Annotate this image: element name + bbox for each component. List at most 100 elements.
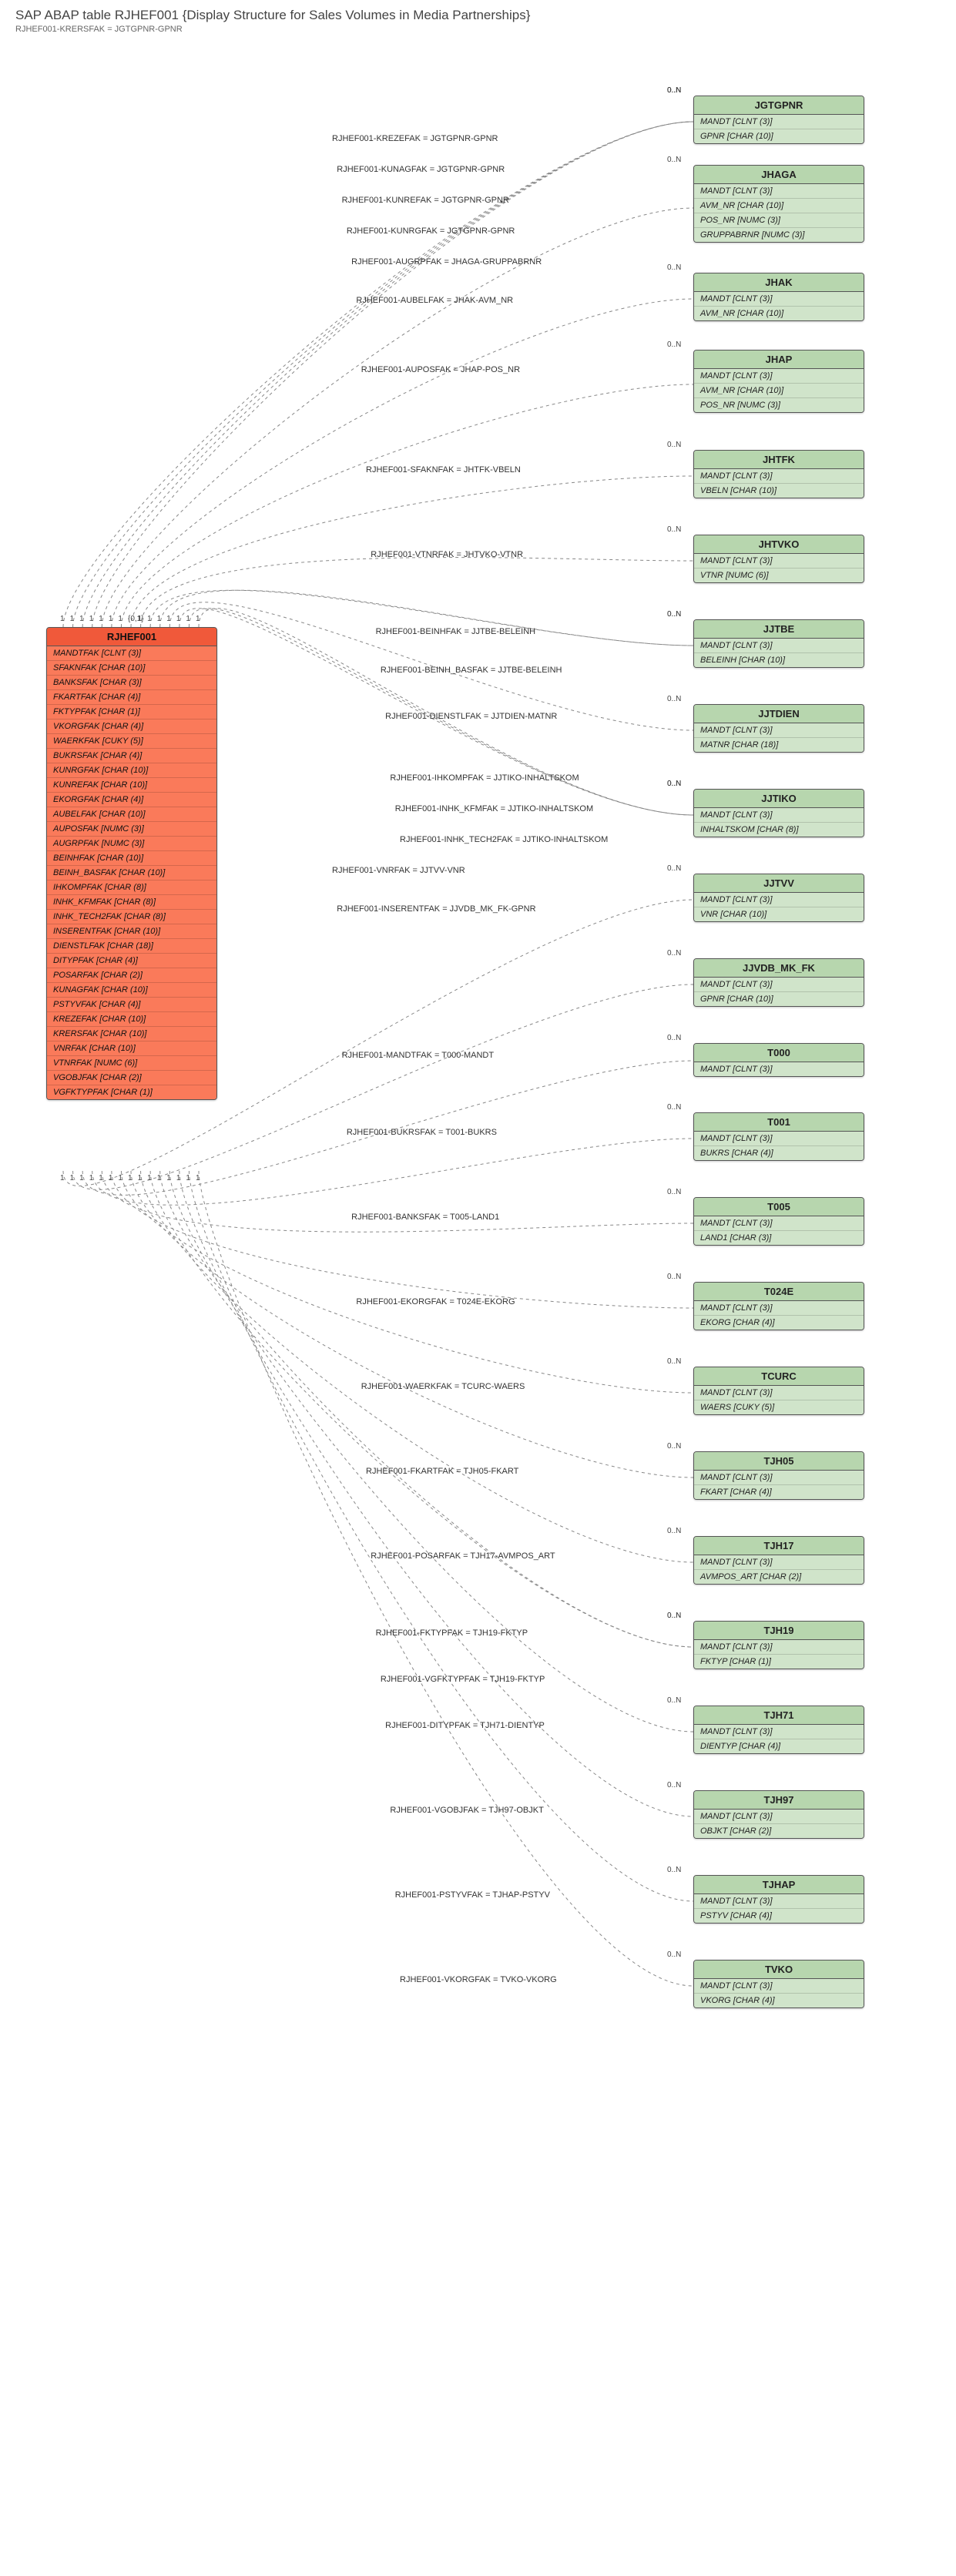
entity-t005: T005MANDT [CLNT (3)]LAND1 [CHAR (3)] [693,1197,864,1246]
entity-field: MANDT [CLNT (3)] [694,1301,864,1316]
entity-field: MANDT [CLNT (3)] [694,292,864,307]
entity-header: TJH17 [694,1537,864,1555]
edge-label: RJHEF001-WAERKFAK = TCURC-WAERS [361,1382,525,1391]
cardinality-src: 1 [138,1174,143,1182]
entity-header: JHAGA [694,166,864,184]
cardinality-src: 1 [186,615,190,623]
cardinality-src: 1 [157,615,162,623]
cardinality-src: 1 [196,615,200,623]
entity-tjh17: TJH17MANDT [CLNT (3)]AVMPOS_ART [CHAR (2… [693,1536,864,1585]
cardinality-src: 1 [89,615,94,623]
entity-field: POS_NR [NUMC (3)] [694,398,864,412]
edge-label: RJHEF001-PSTYVFAK = TJHAP-PSTYV [395,1890,550,1900]
entity-field: MANDT [CLNT (3)] [694,369,864,384]
cardinality-dst: 0..N [667,86,681,95]
cardinality-dst: 0..N [667,1188,681,1196]
entity-field: DIENTYP [CHAR (4)] [694,1739,864,1753]
entity-header: JHTVKO [694,535,864,554]
entity-field: MANDT [CLNT (3)] [694,1062,864,1076]
entity-field: VTNR [NUMC (6)] [694,569,864,582]
edge-label: RJHEF001-KUNREFAK = JGTGPNR-GPNR [342,196,509,205]
entity-header: JJTIKO [694,790,864,808]
edge-label: RJHEF001-FKARTFAK = TJH05-FKART [366,1467,518,1476]
edge-label: RJHEF001-VKORGFAK = TVKO-VKORG [400,1975,557,1984]
entity-field: MANDT [CLNT (3)] [694,1216,864,1231]
entity-field: MANDT [CLNT (3)] [694,893,864,907]
entity-header: JGTGPNR [694,96,864,115]
entity-header: TVKO [694,1961,864,1979]
entity-field: INHK_KFMFAK [CHAR (8)] [47,895,216,910]
cardinality-src: 1 [186,1174,190,1182]
entity-field: DITYPFAK [CHAR (4)] [47,954,216,968]
entity-field: AUBELFAK [CHAR (10)] [47,807,216,822]
entity-header: JHAK [694,273,864,292]
cardinality-src: 1 [128,1174,132,1182]
cardinality-src: 1 [79,1174,84,1182]
edge-label: RJHEF001-BEINHFAK = JJTBE-BELEINH [376,627,536,636]
edge-label: RJHEF001-VGOBJFAK = TJH97-OBJKT [390,1806,543,1815]
cardinality-src: 1 [60,615,65,623]
cardinality-dst: 0..N [667,525,681,534]
entity-field: MANDTFAK [CLNT (3)] [47,646,216,661]
edge-label: RJHEF001-AUGRPFAK = JHAGA-GRUPPABRNR [351,257,542,267]
entity-field: WAERKFAK [CUKY (5)] [47,734,216,749]
edge-label: RJHEF001-MANDTFAK = T000-MANDT [342,1051,495,1060]
edge-label: RJHEF001-VNRFAK = JJTVV-VNR [332,866,465,875]
entity-field: BUKRS [CHAR (4)] [694,1146,864,1160]
entity-tvko: TVKOMANDT [CLNT (3)]VKORG [CHAR (4)] [693,1960,864,2008]
entity-field: KREZEFAK [CHAR (10)] [47,1012,216,1027]
entity-field: MANDT [CLNT (3)] [694,1132,864,1146]
cardinality-src: 1 [99,1174,103,1182]
entity-field: WAERS [CUKY (5)] [694,1400,864,1414]
edge-label: RJHEF001-IHKOMPFAK = JJTIKO-INHALTSKOM [390,773,579,783]
entity-field: EKORG [CHAR (4)] [694,1316,864,1330]
entity-field: DIENSTLFAK [CHAR (18)] [47,939,216,954]
page-title: SAP ABAP table RJHEF001 {Display Structu… [0,0,956,25]
edge-label: RJHEF001-AUPOSFAK = JHAP-POS_NR [361,365,520,374]
entity-field: AVM_NR [CHAR (10)] [694,199,864,213]
entity-field: AVMPOS_ART [CHAR (2)] [694,1570,864,1584]
edge-label: RJHEF001-BANKSFAK = T005-LAND1 [351,1213,499,1222]
entity-jhtfk: JHTFKMANDT [CLNT (3)]VBELN [CHAR (10)] [693,450,864,498]
edge-label: RJHEF001-INHK_TECH2FAK = JJTIKO-INHALTSK… [400,835,608,844]
entity-field: GRUPPABRNR [NUMC (3)] [694,228,864,242]
cardinality-src: 1 [109,615,113,623]
edge-label: RJHEF001-INSERENTFAK = JJVDB_MK_FK-GPNR [337,904,535,914]
edge-label: RJHEF001-VTNRFAK = JHTVKO-VTNR [371,550,523,559]
cardinality-dst: 0..N [667,263,681,272]
cardinality-src: 1 [70,1174,75,1182]
edge-label: RJHEF001-KUNRGFAK = JGTGPNR-GPNR [347,226,515,236]
entity-field: BEINH_BASFAK [CHAR (10)] [47,866,216,880]
entity-field: AUPOSFAK [NUMC (3)] [47,822,216,837]
entity-header: JJTBE [694,620,864,639]
entity-field: MANDT [CLNT (3)] [694,1640,864,1655]
cardinality-src: 1 [176,1174,181,1182]
entity-field: MANDT [CLNT (3)] [694,1386,864,1400]
entity-header: T001 [694,1113,864,1132]
entity-field: SFAKNFAK [CHAR (10)] [47,661,216,676]
edge-label: RJHEF001-DIENSTLFAK = JJTDIEN-MATNR [385,712,557,721]
entity-header: TJHAP [694,1876,864,1894]
entity-field: PSTYV [CHAR (4)] [694,1909,864,1923]
entity-field: AUGRPFAK [NUMC (3)] [47,837,216,851]
entity-field: MANDT [CLNT (3)] [694,639,864,653]
entity-field: POSARFAK [CHAR (2)] [47,968,216,983]
cardinality-dst: 0..N [667,864,681,873]
entity-field: FKARTFAK [CHAR (4)] [47,690,216,705]
entity-field: VGFKTYPFAK [CHAR (1)] [47,1085,216,1099]
edge-label: RJHEF001-EKORGFAK = T024E-EKORG [356,1297,515,1306]
entity-field: INHALTSKOM [CHAR (8)] [694,823,864,837]
entity-field: FKART [CHAR (4)] [694,1485,864,1499]
entity-field: MANDT [CLNT (3)] [694,1979,864,1994]
entity-field: KUNRGFAK [CHAR (10)] [47,763,216,778]
cardinality-src: 1 [70,615,75,623]
cardinality-dst: 0..N [667,1527,681,1535]
entity-field: VNRFAK [CHAR (10)] [47,1041,216,1056]
cardinality-src: 1 [147,1174,152,1182]
cardinality-dst: 0..N [667,441,681,449]
cardinality-dst: 0..N [667,1696,681,1705]
entity-field: MANDT [CLNT (3)] [694,1471,864,1485]
entity-jjtbe: JJTBEMANDT [CLNT (3)]BELEINH [CHAR (10)] [693,619,864,668]
cardinality-dst: 0..N [667,1357,681,1366]
edge-label: RJHEF001-POSARFAK = TJH17-AVMPOS_ART [371,1551,555,1561]
